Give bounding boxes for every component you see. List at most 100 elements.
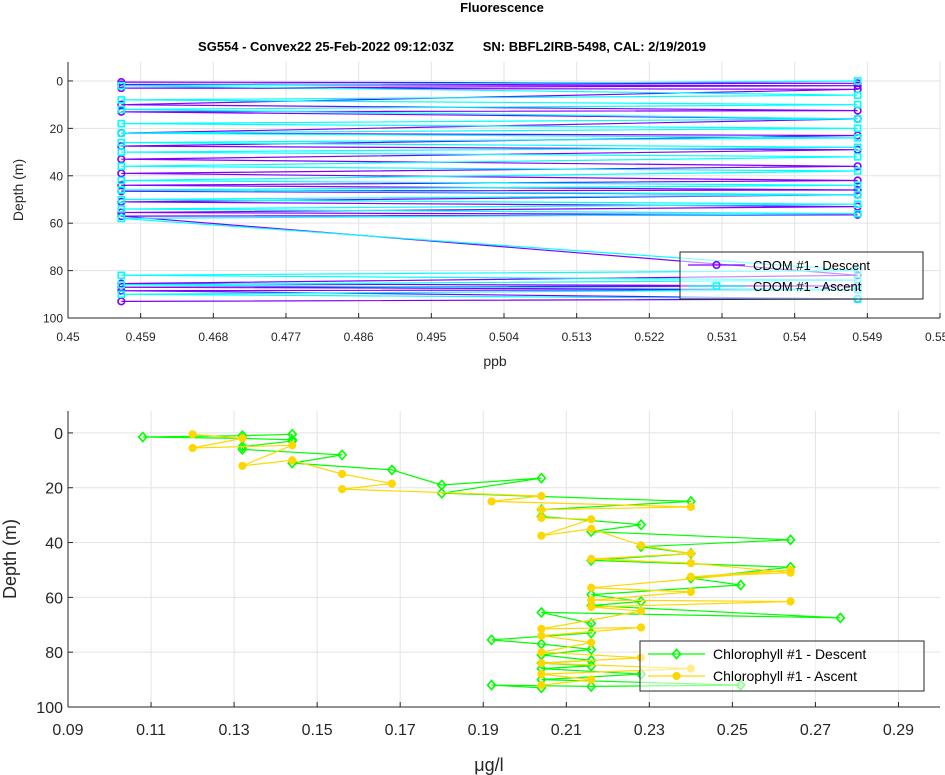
chlorophyll-series-1-point <box>188 430 197 439</box>
cdom-x-tick-label: 0.486 <box>344 330 374 344</box>
cdom-series-1-point <box>853 77 862 85</box>
cdom-series-1-point <box>117 195 126 204</box>
chlorophyll-y-tick-label: 0 <box>54 426 63 443</box>
cdom-series-0-point <box>117 169 126 178</box>
chlorophyll-series-0-point <box>486 634 497 646</box>
chlorophyll-series-0-point <box>735 579 746 591</box>
chlorophyll-series-0-point <box>635 519 647 531</box>
chlorophyll-series-1-point <box>587 602 596 612</box>
cdom-series-0-point <box>853 162 862 171</box>
chlorophyll-series-1-point <box>288 456 297 465</box>
chlorophyll-series-1-point <box>686 587 695 596</box>
chlorophyll-x-axis-label: μg/l <box>474 755 503 775</box>
figure-title: Fluorescence <box>460 0 544 15</box>
chlorophyll-chart: 0.09 0.11 0.13 0.15 0.17 0.19 0.21 0.23 0.25 0.27… <box>0 411 940 775</box>
cdom-series-1-point <box>853 134 862 142</box>
cdom-legend-label: CDOM #1 - Descent <box>753 258 870 273</box>
chlorophyll-series-1-point <box>636 623 646 632</box>
cdom-series-0-point <box>853 176 862 185</box>
cdom-series-0-point <box>117 155 126 164</box>
cdom-y-tick-label: 80 <box>50 264 64 278</box>
chlorophyll-series-1 <box>188 430 795 690</box>
cdom-series-1-point <box>117 81 126 90</box>
cdom-series-1-point <box>117 205 126 213</box>
cdom-series-1-point <box>853 115 862 123</box>
chlorophyll-series-1-point <box>587 638 596 647</box>
chlorophyll-series-1-point <box>786 565 795 575</box>
cdom-series-0-point <box>853 81 862 90</box>
cdom-x-tick-label: 0.513 <box>562 330 592 344</box>
chlorophyll-series-0-point <box>486 679 497 691</box>
cdom-series-0-line <box>121 81 858 302</box>
chlorophyll-series-1-point <box>636 541 646 550</box>
chlorophyll-series-0-point <box>785 534 796 546</box>
cdom-y-tick-label: 100 <box>43 312 63 326</box>
chlorophyll-series-0-point <box>336 449 348 461</box>
cdom-series-1-point <box>853 153 862 161</box>
chlorophyll-x-tick-label: 0.27 <box>800 722 831 739</box>
cdom-series-1-point <box>853 209 862 218</box>
cdom-x-tick-label: 0.468 <box>198 330 228 344</box>
cdom-x-tick-label: 0.504 <box>489 330 519 344</box>
chlorophyll-y-axis-label: Depth (m) <box>0 519 20 599</box>
chlorophyll-series-1-point <box>587 675 596 684</box>
cdom-x-tick-label: 0.531 <box>707 330 737 344</box>
cdom-x-tick-label: 0.495 <box>416 330 446 344</box>
cdom-y-tick-label: 20 <box>50 122 64 136</box>
chlorophyll-series-0-point <box>436 487 447 499</box>
cdom-x-tick-label: 0.459 <box>126 330 156 344</box>
cdom-legend-box <box>679 251 924 300</box>
cdom-x-axis-label: ppb <box>483 353 507 369</box>
chlorophyll-series-1-point <box>636 606 646 616</box>
chlorophyll-series-1-point <box>686 502 695 512</box>
chlorophyll-x-tick-label: 0.13 <box>219 722 250 739</box>
chlorophyll-series-1-point <box>587 515 596 524</box>
chlorophyll-y-tick-label: 20 <box>45 481 63 498</box>
chlorophyll-y-tick-label: 40 <box>45 536 63 553</box>
chlorophyll-x-tick-label: 0.09 <box>52 722 83 739</box>
chlorophyll-legend-label: Chlorophyll #1 - Ascent <box>713 668 857 684</box>
chlorophyll-y-tick-label: 80 <box>45 645 63 662</box>
chlorophyll-series-0-point <box>137 431 148 443</box>
cdom-series-1-point <box>853 200 862 209</box>
cdom-y-tick-label: 60 <box>50 217 64 231</box>
chlorophyll-series-1-point <box>238 434 247 443</box>
cdom-legend: CDOM #1 - Descent CDOM #1 - Ascent <box>679 251 924 300</box>
cdom-series-1-point <box>853 190 862 199</box>
chlorophyll-series-1-point <box>537 680 546 690</box>
cdom-y-axis-label: Depth (m) <box>10 159 26 221</box>
chlorophyll-series-1-point <box>337 485 347 494</box>
cdom-x-tick-label: 0.477 <box>271 330 301 344</box>
cdom-series-0-point <box>117 297 126 306</box>
cdom-x-tick-label: 0.54 <box>783 330 807 344</box>
cdom-series-1-point <box>117 281 126 289</box>
cdom-series-1-point <box>117 214 126 223</box>
chlorophyll-series-0-point <box>386 464 397 476</box>
chlorophyll-series-0-point <box>835 612 846 624</box>
cdom-series-1-point <box>853 181 862 190</box>
chlorophyll-legend-marker <box>671 648 682 660</box>
chlorophyll-series-1-point <box>337 469 347 479</box>
chlorophyll-x-tick-label: 0.23 <box>634 722 665 739</box>
chlorophyll-series-0-point <box>536 606 547 619</box>
chlorophyll-legend: Chlorophyll #1 - Descent Chlorophyll #1 -… <box>639 640 925 692</box>
figure-subtitle: SG554 - Convex22 25-Feb-2022 09:12:03Z S… <box>198 39 706 54</box>
chlorophyll-series-1-point <box>786 597 795 606</box>
cdom-series-1-point <box>117 162 126 171</box>
chlorophyll-x-tick-label: 0.21 <box>551 722 582 739</box>
cdom-series-1-point <box>853 91 862 99</box>
chlorophyll-series-1-point <box>537 659 546 668</box>
cdom-series-1-point <box>853 124 862 133</box>
chlorophyll-legend-marker <box>672 671 681 681</box>
cdom-series-1-line <box>121 80 858 300</box>
cdom-series-1 <box>117 77 862 303</box>
cdom-series-1-point <box>117 176 126 185</box>
cdom-legend-marker <box>712 282 721 290</box>
chlorophyll-x-tick-label: 0.11 <box>136 722 166 739</box>
cdom-x-tick-label: 0.549 <box>852 330 882 344</box>
cdom-series-1-point <box>117 290 126 299</box>
cdom-series-0-point <box>853 185 862 195</box>
cdom-series-1-point <box>117 129 126 137</box>
chlorophyll-y-tick-label: 60 <box>45 590 63 607</box>
